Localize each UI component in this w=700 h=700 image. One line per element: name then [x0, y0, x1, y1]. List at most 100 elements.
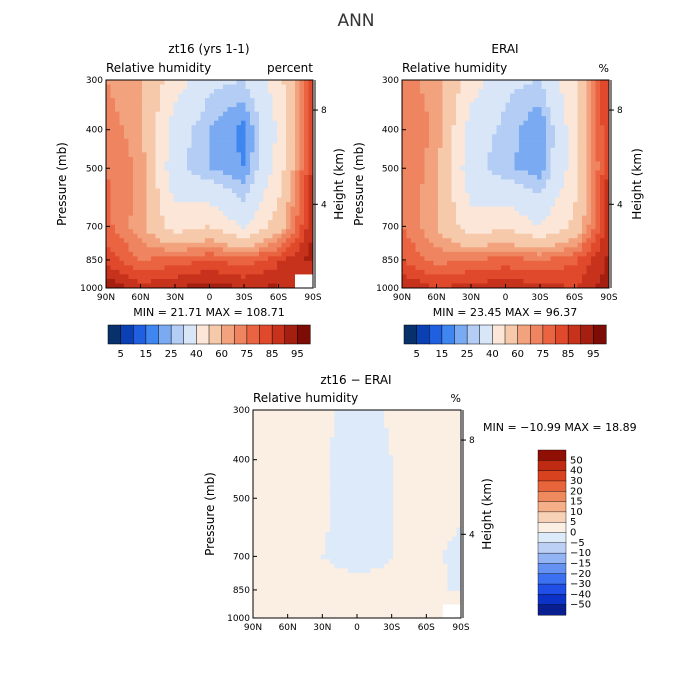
contour-cell: [178, 174, 183, 180]
colorbar-swatch: [133, 324, 147, 345]
contour-cell: [241, 247, 246, 253]
contour-cell: [568, 265, 574, 271]
contour-cell: [151, 165, 156, 171]
contour-cell: [582, 170, 587, 176]
contour-cell: [178, 215, 183, 221]
contour-cell: [253, 423, 258, 429]
contour-cell: [465, 174, 470, 180]
contour-cell: [460, 229, 466, 235]
contour-cell: [227, 93, 233, 99]
contour-cell: [478, 215, 484, 221]
contour-cell: [271, 468, 277, 474]
contour-cell: [541, 102, 547, 108]
contour-cell: [591, 242, 596, 248]
contour-cell: [236, 193, 242, 198]
contour-cell: [465, 247, 470, 253]
contour-cell: [532, 242, 538, 248]
contour-cell: [196, 229, 201, 235]
contour-cell: [532, 80, 538, 85]
contour-cell: [286, 215, 291, 221]
contour-cell: [469, 120, 475, 126]
contour-cell: [241, 147, 246, 153]
contour-cell: [469, 211, 475, 217]
contour-cell: [366, 441, 371, 447]
contour-cell: [478, 125, 484, 131]
contour-cell: [433, 161, 439, 167]
contour-cell: [191, 107, 197, 113]
contour-cell: [187, 265, 192, 271]
contour-cell: [456, 423, 462, 429]
contour-cell: [420, 165, 425, 171]
contour-cell: [555, 206, 560, 212]
contour-cell: [456, 410, 462, 415]
contour-cell: [505, 102, 511, 108]
contour-cell: [320, 468, 326, 474]
contour-cell: [293, 459, 299, 465]
contour-cell: [420, 206, 425, 212]
contour-cell: [151, 179, 156, 185]
contour-cell: [600, 229, 605, 235]
contour-cell: [496, 116, 502, 122]
contour-cell: [146, 229, 152, 235]
contour-cell: [142, 224, 147, 230]
contour-cell: [115, 156, 120, 162]
contour-cell: [302, 432, 308, 438]
contour-cell: [451, 233, 457, 239]
contour-cell: [160, 229, 165, 235]
contour-cell: [218, 174, 224, 180]
contour-cell: [169, 184, 174, 189]
contour-cell: [564, 89, 569, 94]
contour-cell: [528, 170, 533, 176]
contour-cell: [397, 423, 403, 429]
contour-cell: [496, 274, 502, 280]
contour-cell: [559, 215, 565, 221]
contour-cell: [302, 441, 308, 447]
contour-cell: [262, 414, 267, 420]
contour-cell: [573, 89, 578, 94]
contour-cell: [447, 111, 452, 117]
contour-cell: [115, 134, 120, 140]
contour-cell: [573, 256, 578, 262]
contour-cell: [501, 89, 506, 94]
contour-cell: [460, 84, 466, 90]
contour-cell: [254, 125, 260, 131]
contour-cell: [137, 193, 143, 198]
contour-cell: [160, 134, 165, 140]
contour-cell: [191, 80, 197, 85]
contour-cell: [478, 206, 484, 212]
contour-cell: [245, 111, 251, 117]
contour-cell: [528, 274, 533, 280]
contour-cell: [402, 283, 407, 289]
contour-cell: [514, 102, 520, 108]
contour-cell: [311, 446, 317, 452]
contour-cell: [370, 423, 376, 429]
contour-cell: [397, 432, 403, 438]
colorbar-swatch: [403, 324, 418, 345]
contour-cell: [519, 143, 524, 149]
contour-cell: [254, 98, 260, 104]
contour-cell: [298, 455, 304, 461]
contour-cell: [595, 283, 601, 289]
contour-cell: [236, 98, 242, 104]
contour-cell: [447, 84, 452, 90]
contour-cell: [388, 428, 394, 434]
contour-cell: [205, 147, 210, 153]
contour-cell: [447, 455, 453, 461]
contour-cell: [209, 220, 215, 226]
contour-cell: [528, 84, 533, 90]
contour-cell: [299, 170, 305, 176]
contour-cell: [537, 256, 542, 262]
contour-cell: [582, 242, 587, 248]
contour-cell: [124, 80, 129, 85]
contour-cell: [254, 220, 260, 226]
contour-cell: [308, 283, 314, 289]
contour-cell: [541, 156, 547, 162]
contour-cell: [411, 156, 416, 162]
contour-cell: [169, 256, 174, 262]
contour-cell: [402, 260, 407, 266]
contour-cell: [577, 125, 583, 131]
contour-cell: [465, 215, 470, 221]
contour-cell: [115, 202, 120, 208]
contour-cell: [169, 265, 174, 271]
contour-cell: [591, 116, 596, 122]
